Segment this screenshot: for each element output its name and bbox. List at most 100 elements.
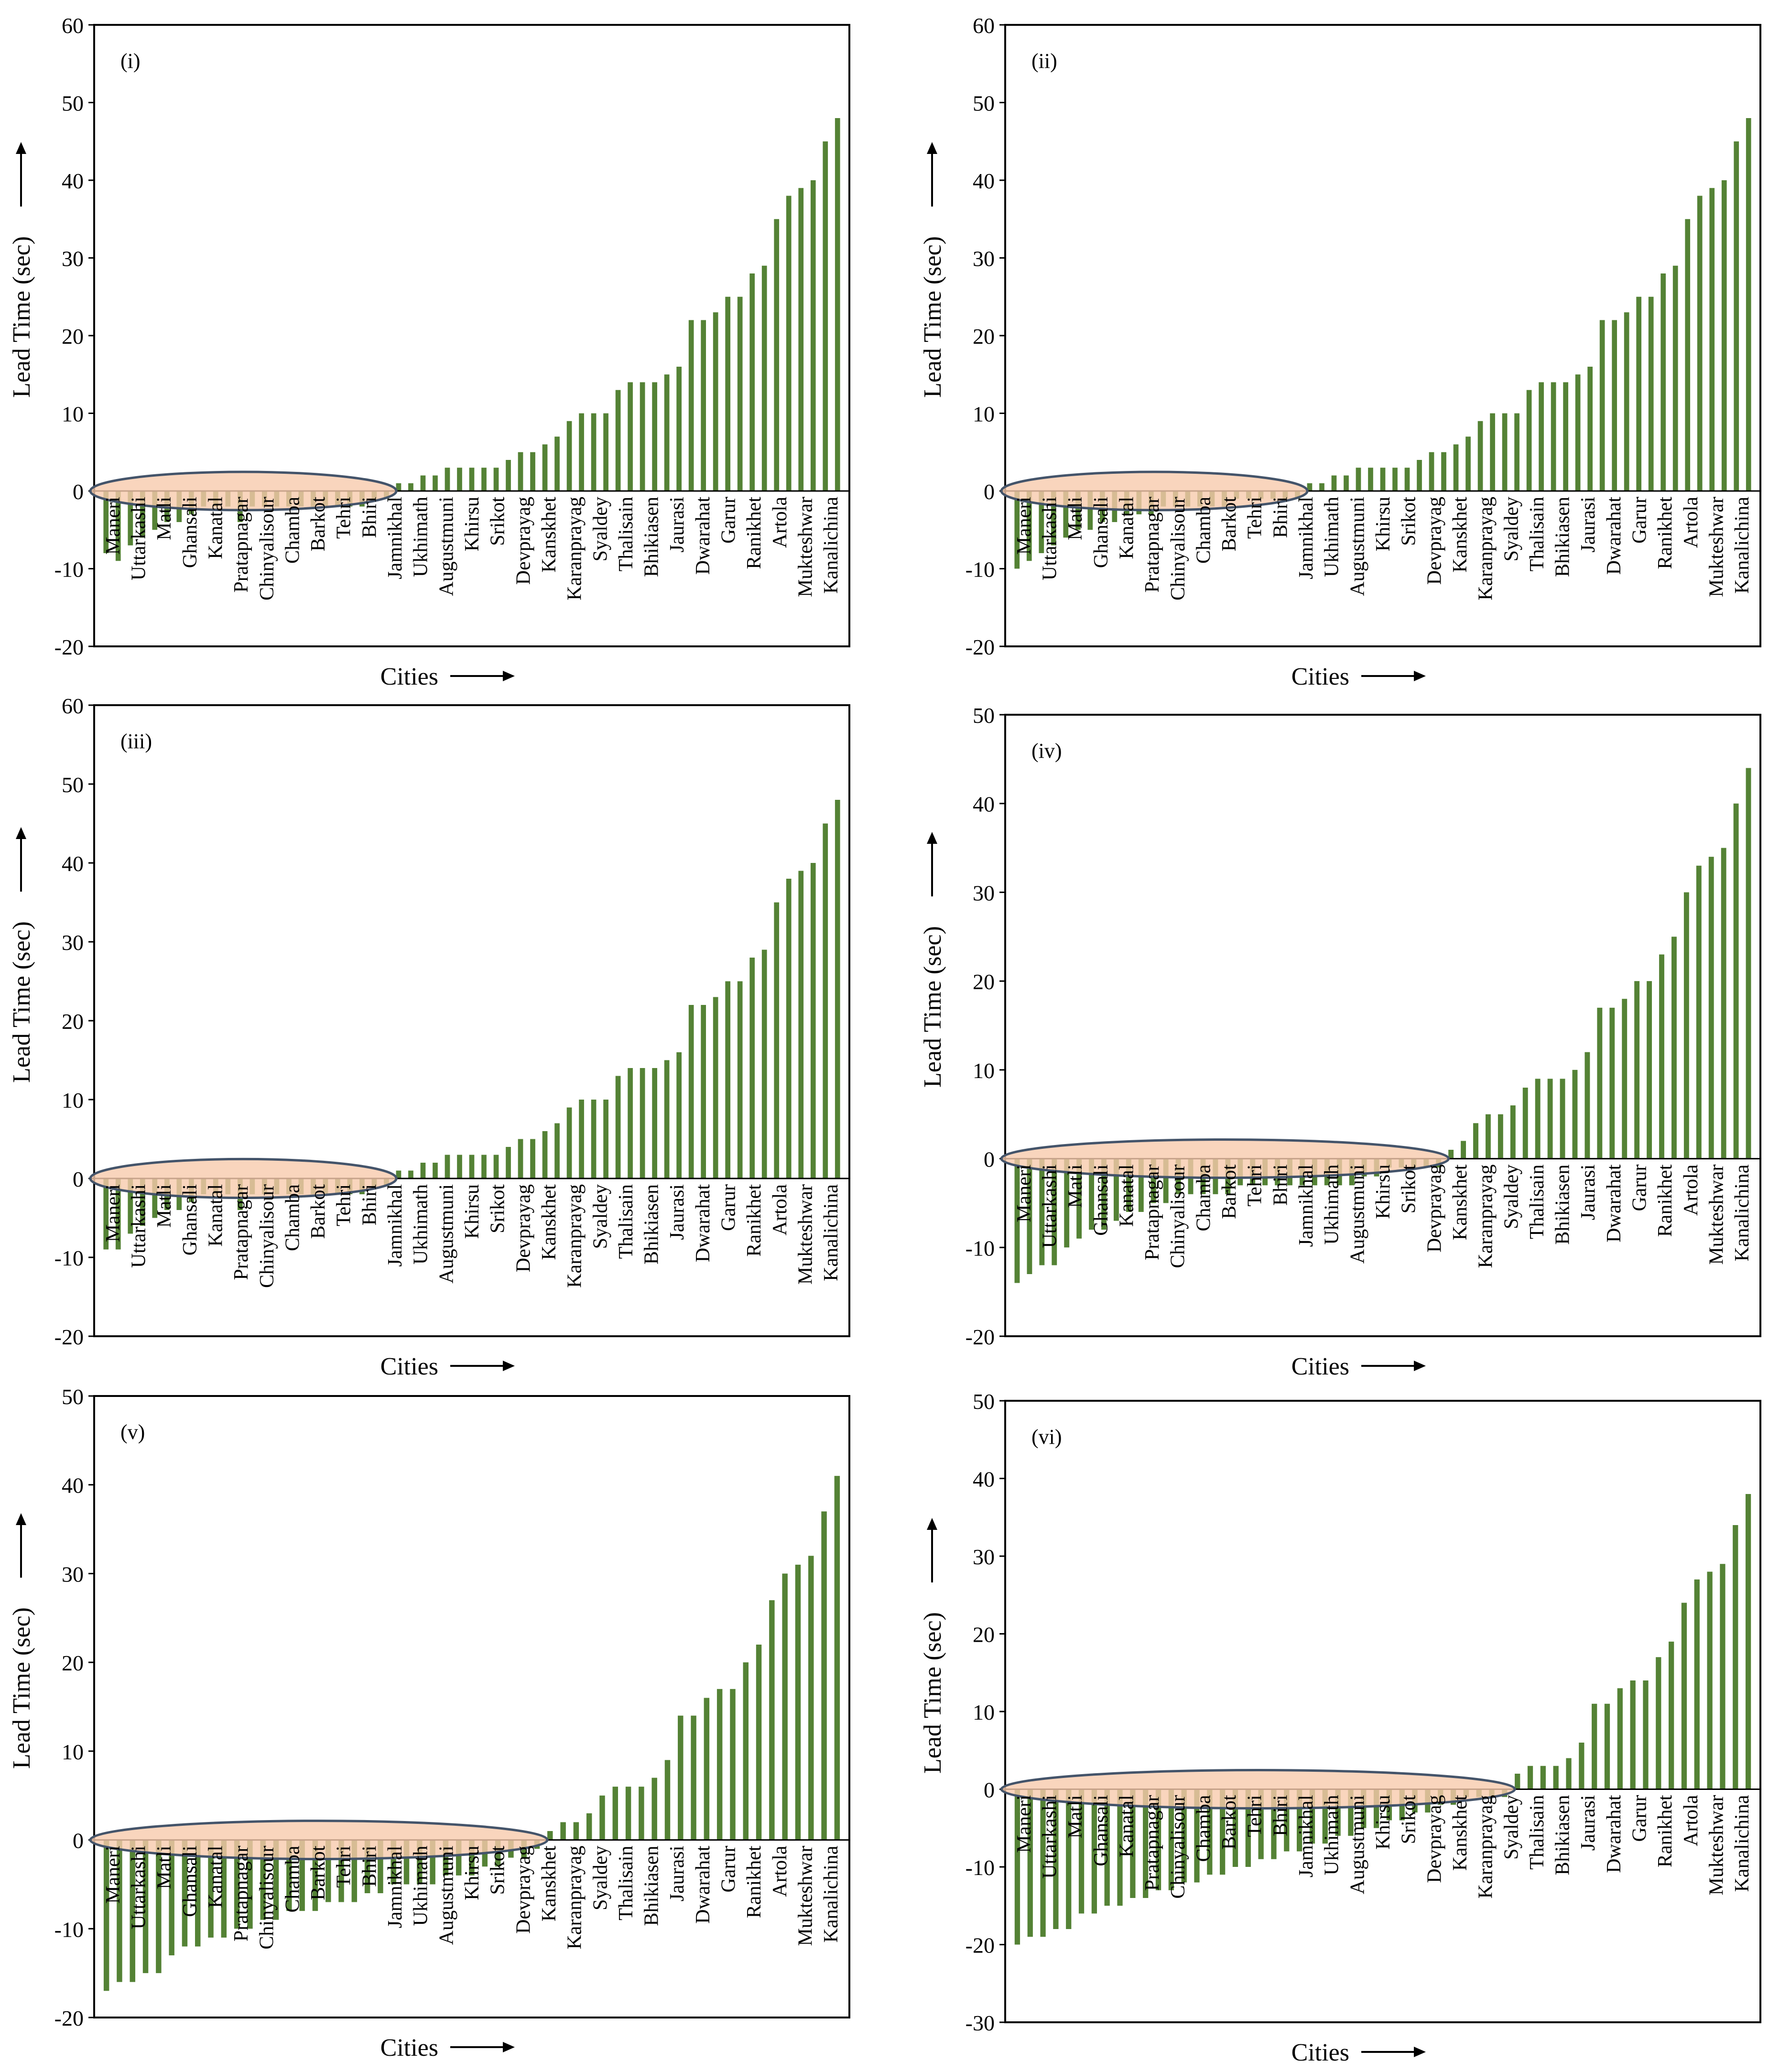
bar (1076, 1158, 1082, 1239)
category-label: Srikot (1398, 497, 1420, 546)
category-label: Chamba (1193, 1164, 1215, 1231)
category-label: Thalisain (1526, 1795, 1548, 1870)
category-label: Dwarahat (1603, 497, 1625, 575)
category-label: Maneri (1013, 1795, 1035, 1853)
bar (749, 958, 755, 1178)
category-label: Khirsu (461, 1846, 483, 1900)
bar (1720, 1564, 1726, 1789)
bar (1284, 1789, 1290, 1852)
category-label: Kanskhet (538, 1184, 560, 1260)
bar (1648, 296, 1654, 491)
y-axis-arrowhead (16, 827, 26, 839)
y-tick-label: 20 (973, 324, 995, 349)
bar (554, 1123, 560, 1178)
category-label: Jaurasi (666, 1846, 688, 1902)
y-tick-label: 50 (973, 1389, 995, 1414)
bar (1380, 468, 1386, 491)
bar (1609, 1007, 1615, 1159)
bar (1089, 1158, 1095, 1230)
category-label: Tehri (333, 1846, 355, 1888)
highlight-ellipse (89, 1157, 398, 1200)
bar (1647, 981, 1652, 1159)
bar (1745, 1494, 1751, 1789)
y-tick-label: 20 (62, 324, 84, 349)
category-label: Jaurasi (666, 1184, 688, 1240)
bar (140, 1178, 145, 1226)
bar (664, 374, 670, 491)
bar (782, 1573, 788, 1840)
bar (688, 320, 694, 491)
category-label: Syaldey (589, 497, 611, 561)
category-label: Jaurasi (1577, 1165, 1599, 1221)
bar (1040, 1789, 1046, 1937)
category-label: Artola (1680, 1795, 1702, 1846)
bar (1514, 413, 1519, 491)
bar (716, 1689, 723, 1840)
panel-label: (i) (120, 49, 141, 73)
category-label: Mukteshwar (1706, 497, 1728, 597)
category-label: Chinyalisour (256, 1184, 278, 1288)
bar (195, 1840, 201, 1947)
highlight-ellipse (89, 470, 398, 512)
category-label: Kanskhet (1449, 1164, 1471, 1240)
highlight-ellipse (1000, 1769, 1516, 1810)
bar (1597, 1007, 1603, 1159)
category-label: Kanskhet (538, 497, 560, 573)
bar (103, 1840, 109, 1991)
category-label: Barkot (307, 497, 329, 552)
bar (408, 1170, 413, 1178)
chart-panel-2: -20 -10 0 10 20 30 40 50 60 Maneri Uttarkashi Matli… (919, 13, 1761, 690)
y-tick-label: 40 (973, 169, 995, 193)
y-tick-label: 10 (973, 1058, 995, 1083)
y-tick-label: 20 (62, 1009, 84, 1034)
bar (1490, 413, 1495, 491)
category-label: Garur (718, 1184, 740, 1231)
bar (810, 863, 816, 1178)
bar (640, 382, 645, 491)
bar (1592, 1703, 1597, 1789)
bar (639, 1787, 644, 1840)
panel-label: (iv) (1031, 739, 1062, 763)
bar (247, 1840, 253, 1929)
bar (1051, 491, 1056, 545)
bar (530, 1139, 535, 1178)
bar (713, 997, 718, 1178)
bar (378, 1840, 383, 1893)
y-tick-label: -20 (54, 1325, 84, 1349)
bar (156, 1840, 162, 1974)
bar (628, 382, 633, 491)
category-label: Kanskhet (538, 1845, 560, 1921)
bar (1130, 1789, 1136, 1898)
category-label: Thalisain (1526, 497, 1548, 571)
bar (798, 188, 804, 491)
category-label: Uttarkashi (1039, 1795, 1061, 1879)
category-label: Bhikiasen (641, 1184, 663, 1265)
category-label: Matli (1064, 497, 1086, 540)
category-label: Ghansali (179, 1846, 201, 1917)
bar (1617, 1688, 1623, 1789)
y-tick-label: -10 (966, 1236, 995, 1260)
category-label: Bhikiasen (1552, 497, 1574, 577)
bar (396, 1170, 402, 1178)
bar (688, 1005, 694, 1178)
category-label: Ukhimath (1321, 1795, 1343, 1876)
category-label: Ukhimath (410, 1184, 432, 1265)
highlight-ellipse (1000, 1138, 1450, 1179)
category-label: Thalisain (615, 1846, 637, 1920)
bar (1660, 273, 1666, 491)
category-label: Kanatal (205, 1846, 227, 1908)
category-label: Ranikhet (1654, 497, 1676, 569)
x-axis-arrowhead (503, 2042, 515, 2052)
bar (457, 1155, 462, 1178)
category-label: Ukhimath (1321, 497, 1343, 577)
bar (1441, 452, 1446, 491)
category-label: Mukteshwar (1706, 1795, 1728, 1895)
category-label: Mukteshwar (795, 1846, 817, 1946)
bar (756, 1645, 762, 1840)
bar (1672, 265, 1678, 491)
y-axis-arrowhead (16, 142, 26, 154)
category-label: Pratapnagar (230, 1184, 252, 1280)
category-label: Augustmuni (1346, 1795, 1368, 1895)
bar (761, 949, 767, 1178)
category-label: Dwarahat (692, 497, 714, 575)
